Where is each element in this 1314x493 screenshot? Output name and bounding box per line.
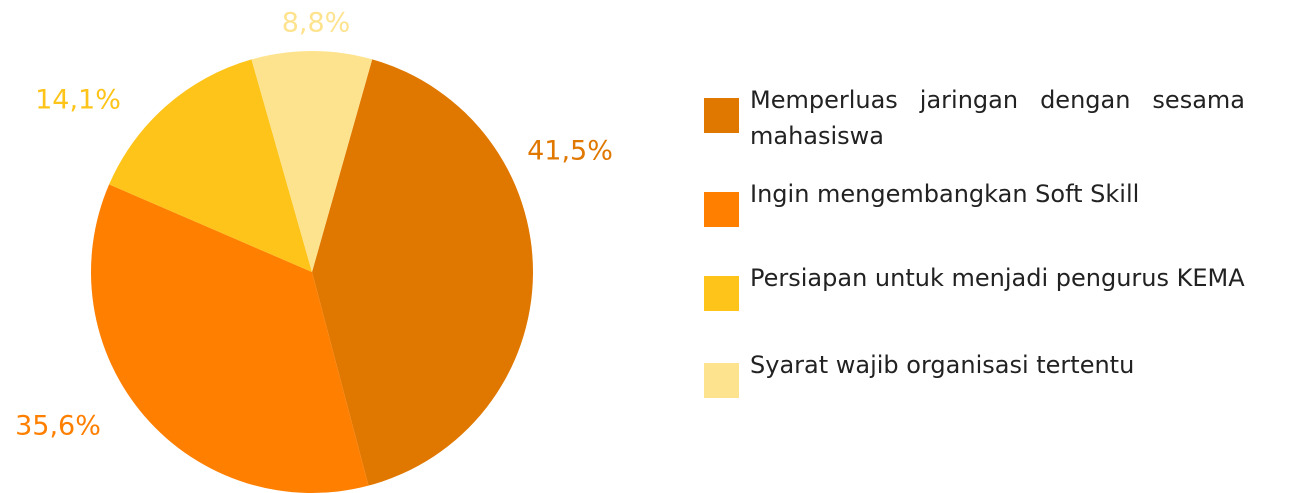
value-label: 8,8%	[282, 8, 351, 39]
pie-slice	[109, 59, 312, 272]
pie-slice	[251, 50, 373, 273]
value-label: 41,5%	[527, 136, 613, 167]
chart: 41,5% 35,6% 14,1% 8,8%	[15, 8, 613, 493]
legend-label: Persiapan untuk menjadi pengurus KEMA	[750, 264, 1245, 292]
legend-item: Ingin mengembangkan Soft Skill	[704, 176, 1245, 227]
pie-slice	[90, 184, 369, 493]
legend-label: Ingin mengembangkan Soft Skill	[750, 180, 1140, 208]
value-label: 35,6%	[15, 411, 101, 442]
legend-label: Syarat wajib organisasi tertentu	[750, 351, 1135, 379]
legend-swatch	[704, 363, 739, 398]
legend-swatch	[704, 276, 739, 311]
legend-item: Syarat wajib organisasi tertentu	[704, 347, 1245, 398]
legend-item: Persiapan untuk menjadi pengurus KEMA	[704, 260, 1245, 311]
legend-label: Memperluas jaringan dengan sesama mahasi…	[750, 86, 1245, 150]
legend-swatch	[704, 192, 739, 227]
legend-swatch	[704, 98, 739, 133]
pie-slice	[312, 59, 534, 486]
value-label: 14,1%	[35, 85, 121, 116]
legend-item: Memperluas jaringan dengan sesama mahasi…	[704, 82, 1245, 154]
